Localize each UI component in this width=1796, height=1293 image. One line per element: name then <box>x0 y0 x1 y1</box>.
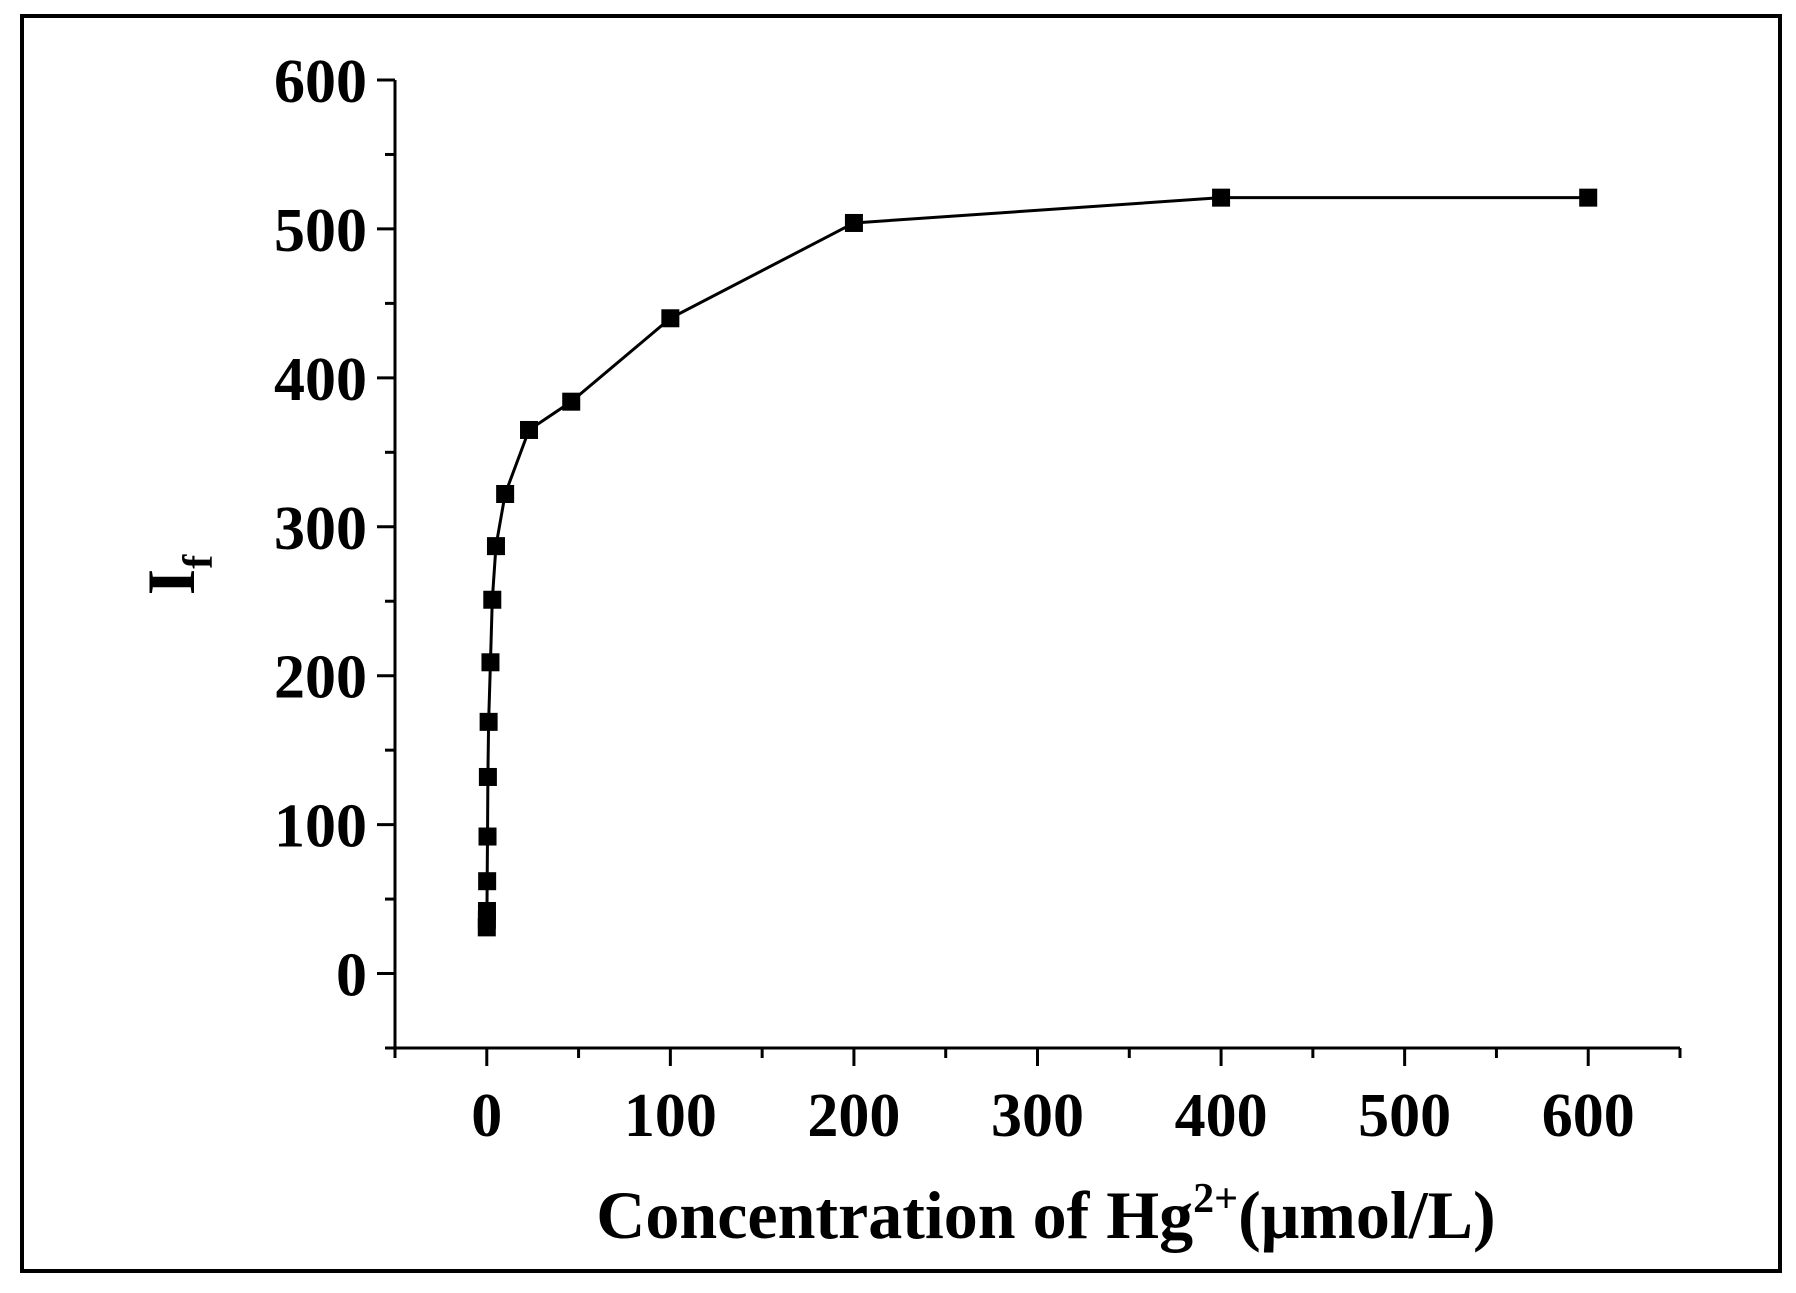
x-tick-label: 300 <box>991 1082 1084 1150</box>
y-axis-label: If <box>133 554 222 595</box>
x-axis-label-main: Concentration of Hg <box>596 1177 1193 1253</box>
data-point <box>520 420 539 439</box>
data-point <box>478 872 497 891</box>
data-point <box>478 827 497 846</box>
y-ticks: 0 100 200 300 400 500 600 <box>274 48 395 1050</box>
data-point <box>844 213 863 232</box>
data-point <box>478 767 497 786</box>
y-tick-label: 200 <box>274 644 367 712</box>
x-ticks: 0 100 200 300 400 500 600 <box>393 1048 1682 1150</box>
data-point <box>1212 188 1231 207</box>
y-tick-label: 300 <box>274 495 367 563</box>
figure-border <box>20 14 1782 1273</box>
y-tick-label: 500 <box>274 197 367 265</box>
data-point <box>481 653 500 672</box>
x-axis-label-superscript: 2+ <box>1193 1176 1238 1222</box>
axes <box>393 80 1680 1050</box>
x-axis-label-unit: (μmol/L) <box>1238 1177 1496 1253</box>
y-tick-label: 400 <box>274 346 367 414</box>
series-line <box>485 196 1589 928</box>
data-point <box>479 712 498 731</box>
y-tick-label: 100 <box>274 793 367 861</box>
y-axis-label-subscript: f <box>176 554 222 569</box>
data-point <box>483 590 502 609</box>
x-tick-label: 0 <box>471 1082 502 1150</box>
x-tick-label: 400 <box>1175 1082 1268 1150</box>
series <box>477 188 1598 937</box>
y-tick-label: 600 <box>274 48 367 116</box>
x-tick-label: 100 <box>624 1082 717 1150</box>
data-point <box>1579 188 1598 207</box>
y-axis-label-group: If <box>133 554 222 595</box>
data-point <box>477 901 496 920</box>
x-tick-label: 600 <box>1542 1082 1635 1150</box>
x-axis-label: Concentration of Hg2+(μmol/L) <box>596 1176 1495 1253</box>
y-tick-label: 0 <box>336 942 367 1010</box>
y-axis-label-main: I <box>133 569 209 595</box>
x-tick-label: 500 <box>1358 1082 1451 1150</box>
data-point <box>661 309 680 328</box>
data-point <box>562 392 581 411</box>
data-point <box>496 485 515 504</box>
x-tick-label: 200 <box>807 1082 900 1150</box>
data-point <box>486 537 505 556</box>
